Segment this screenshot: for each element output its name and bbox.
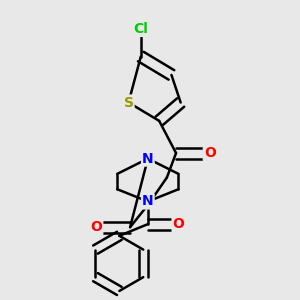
Text: N: N	[142, 152, 154, 166]
Text: O: O	[90, 220, 102, 234]
Text: Cl: Cl	[134, 22, 148, 36]
Text: O: O	[204, 146, 216, 160]
Text: N: N	[142, 194, 154, 208]
Text: S: S	[124, 95, 134, 110]
Text: O: O	[172, 217, 184, 231]
